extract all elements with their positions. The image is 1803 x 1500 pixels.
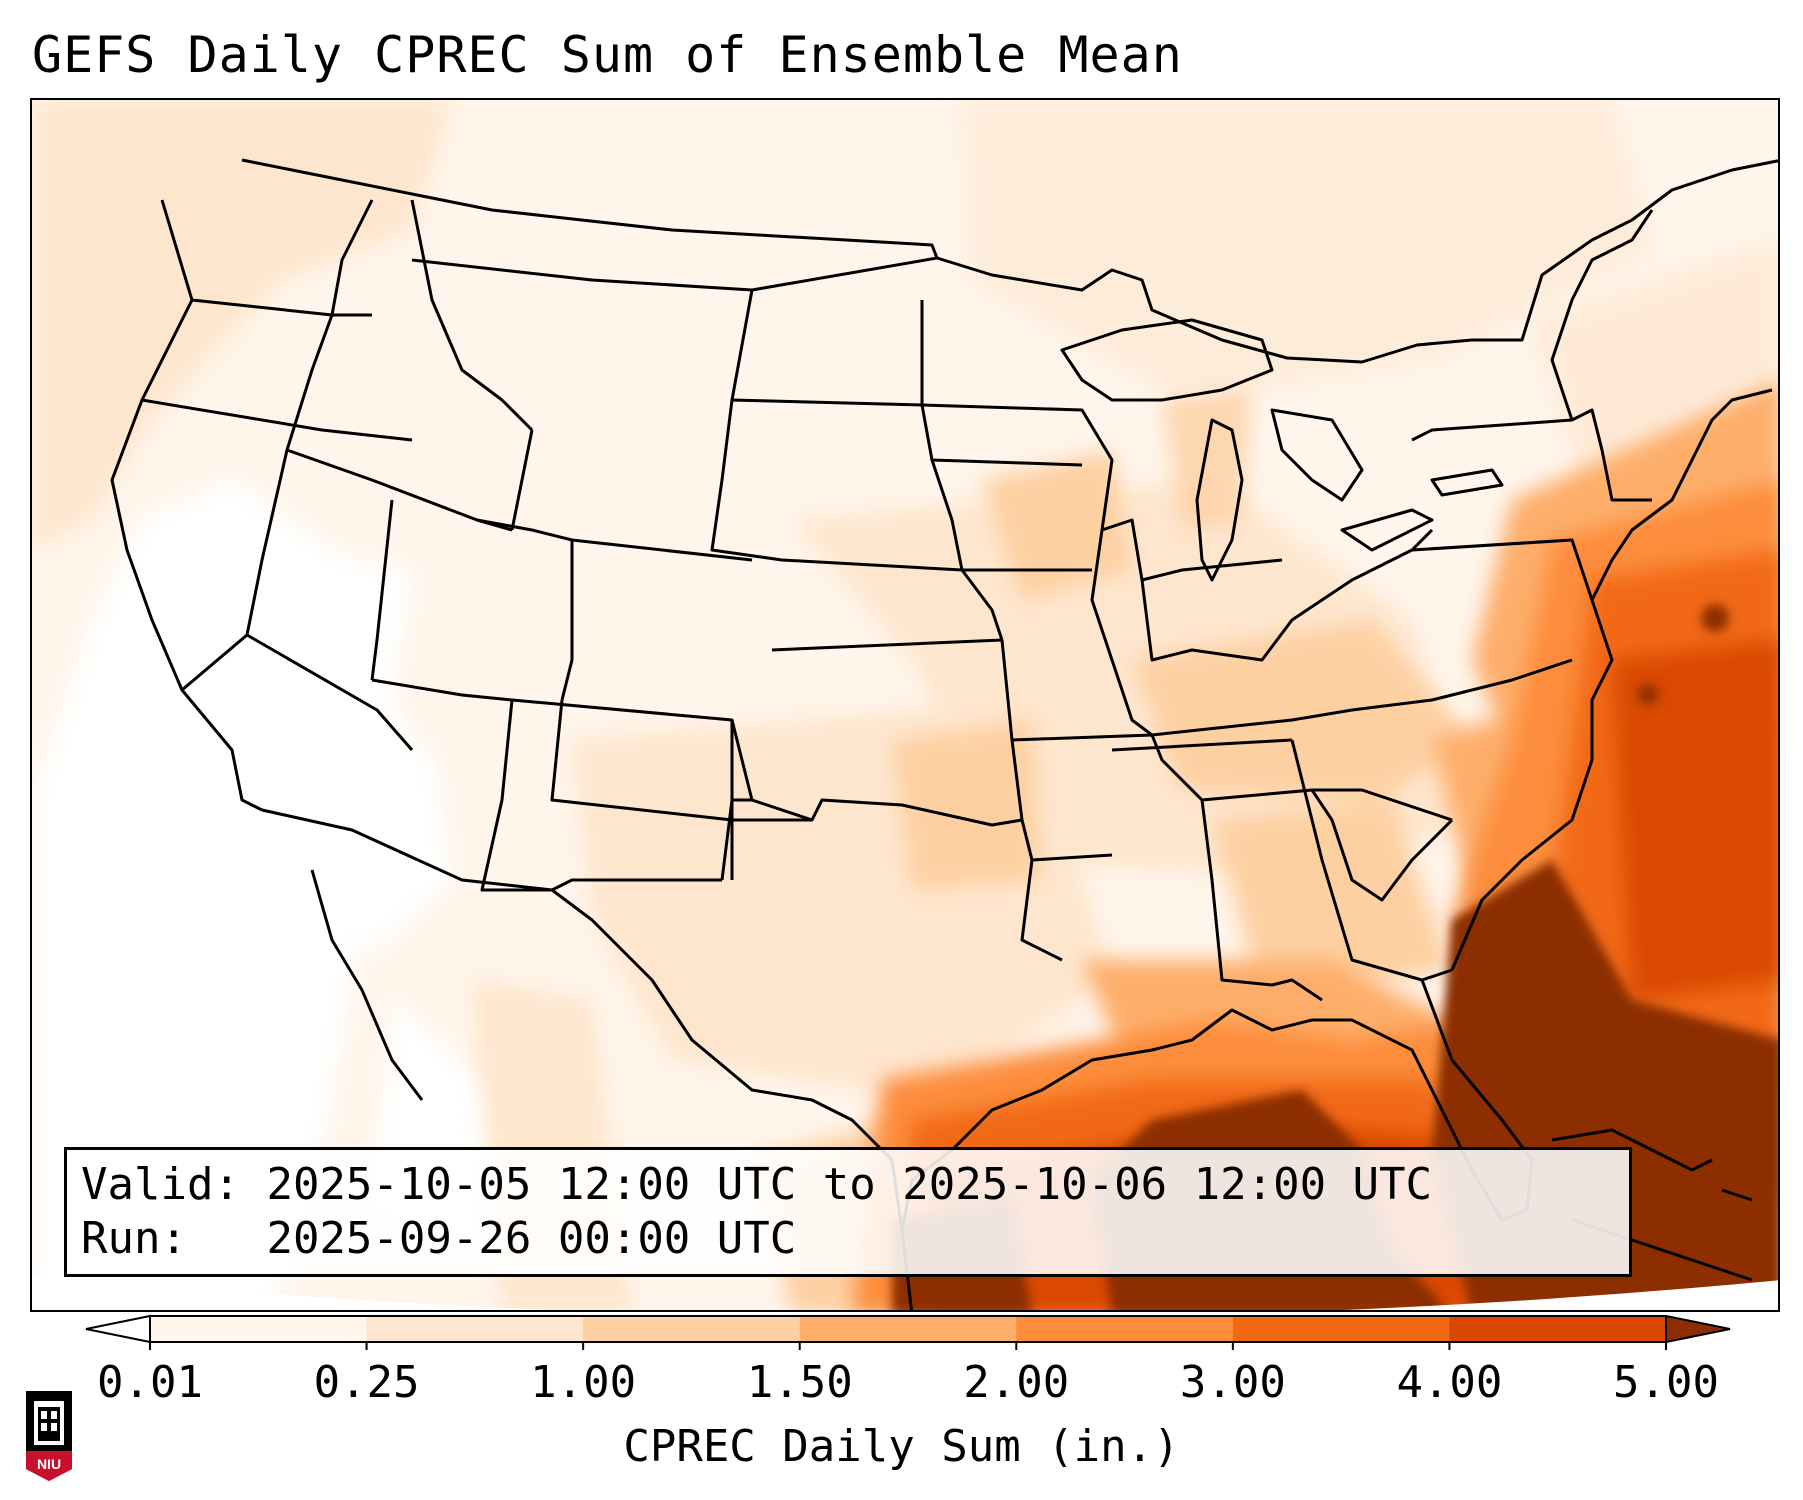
lake-erie (1340, 508, 1434, 552)
colorbar-segment (583, 1316, 801, 1342)
colorbar-tick-label: 0.01 (97, 1357, 203, 1408)
colorbar-segment (150, 1316, 368, 1342)
colorbar-tick-label: 1.50 (746, 1357, 853, 1408)
lake-michigan (1195, 418, 1244, 582)
niu-logo: NIU (26, 1391, 72, 1481)
great-lakes (1060, 318, 1504, 582)
colorbar-extend-low (85, 1314, 151, 1344)
colorbar-outline (149, 1315, 1667, 1343)
colorbar-tick-label: 2.00 (963, 1357, 1070, 1408)
mexico-border (261, 808, 904, 1231)
run-value: 2025-09-26 00:00 UTC (266, 1213, 797, 1264)
precip-map (32, 100, 1778, 1310)
colorbar-segment (1232, 1316, 1450, 1342)
colorbar-tick-label: 5.00 (1613, 1357, 1719, 1408)
lake-huron (1270, 408, 1364, 502)
west-coast (110, 199, 263, 812)
map-panel (30, 98, 1780, 1312)
us-canada-border (241, 158, 1633, 364)
colorbar-tick-label: 1.00 (530, 1357, 637, 1408)
colorbar-extend-high (1665, 1314, 1731, 1344)
colorbar-tick-label: 3.00 (1179, 1357, 1286, 1408)
projection-edge (32, 1274, 1778, 1310)
lake-ontario (1430, 468, 1504, 497)
map-title: GEFS Daily CPREC Sum of Ensemble Mean (32, 26, 1183, 84)
valid-line: Valid: 2025-10-05 12:00 UTC to 2025-10-0… (81, 1158, 1615, 1212)
colorbar-segment (1449, 1316, 1667, 1342)
precip-field-mid (752, 390, 1472, 1310)
colorbar (85, 1314, 1731, 1350)
logo-text: NIU (37, 1456, 61, 1472)
colorbar-tick-label: 0.25 (313, 1357, 420, 1408)
colorbar-tick-label: 4.00 (1396, 1357, 1503, 1408)
valid-run-info-box: Valid: 2025-10-05 12:00 UTC to 2025-10-0… (64, 1147, 1632, 1277)
colorbar-segment (366, 1316, 584, 1342)
run-label: Run: (81, 1213, 187, 1264)
run-line: Run: 2025-09-26 00:00 UTC (81, 1212, 1615, 1266)
colorbar-label: CPREC Daily Sum (in.) (623, 1421, 1180, 1472)
valid-value: 2025-10-05 12:00 UTC to 2025-10-06 12:00… (266, 1159, 1433, 1210)
valid-label: Valid: (81, 1159, 240, 1210)
colorbar-segment (1016, 1316, 1234, 1342)
colorbar-segment (799, 1316, 1017, 1342)
lake-superior (1060, 318, 1274, 402)
